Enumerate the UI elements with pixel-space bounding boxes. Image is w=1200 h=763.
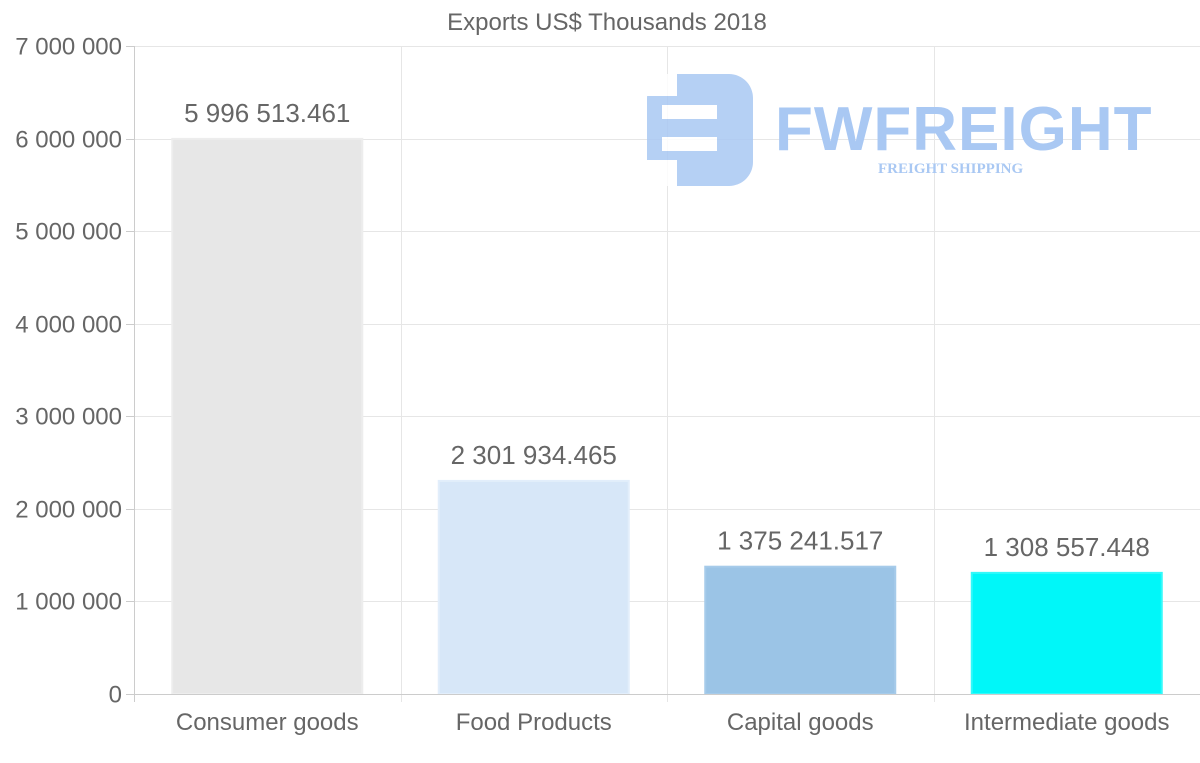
y-tick-label: 6 000 000 — [15, 127, 122, 154]
watermark-tagline: FREIGHT SHIPPING — [878, 161, 1023, 177]
fw-logo-icon — [647, 74, 753, 186]
bars — [171, 137, 1163, 696]
x-tick-label: Capital goods — [727, 709, 874, 736]
watermark: FWFREIGHT FREIGHT SHIPPING — [647, 74, 1153, 186]
bar-value-label: 5 996 513.461 — [184, 98, 350, 128]
y-tick-label: 7 000 000 — [15, 34, 122, 61]
x-tick-label: Food Products — [456, 709, 612, 736]
y-tick-label: 5 000 000 — [15, 219, 122, 246]
y-tick-label: 0 — [109, 682, 122, 709]
y-tick-label: 4 000 000 — [15, 312, 122, 339]
watermark-brand: FWFREIGHT — [775, 95, 1153, 164]
bar[interactable] — [437, 479, 630, 696]
y-tick-label: 3 000 000 — [15, 404, 122, 431]
bar-value-label: 1 375 241.517 — [717, 526, 883, 556]
bar[interactable] — [171, 137, 364, 696]
y-tick-label: 1 000 000 — [15, 589, 122, 616]
x-tick-label: Consumer goods — [176, 709, 359, 736]
axes — [126, 46, 1200, 702]
chart-title: Exports US$ Thousands 2018 — [447, 9, 767, 36]
bar-value-label: 1 308 557.448 — [984, 532, 1150, 562]
bar[interactable] — [970, 571, 1163, 696]
y-tick-label: 2 000 000 — [15, 497, 122, 524]
x-tick-label: Intermediate goods — [964, 709, 1169, 736]
bar-value-label: 2 301 934.465 — [451, 440, 617, 470]
bar[interactable] — [704, 565, 897, 696]
labels: 0 1 000 000 2 000 000 3 000 000 4 000 000 5 0… — [15, 34, 1169, 737]
